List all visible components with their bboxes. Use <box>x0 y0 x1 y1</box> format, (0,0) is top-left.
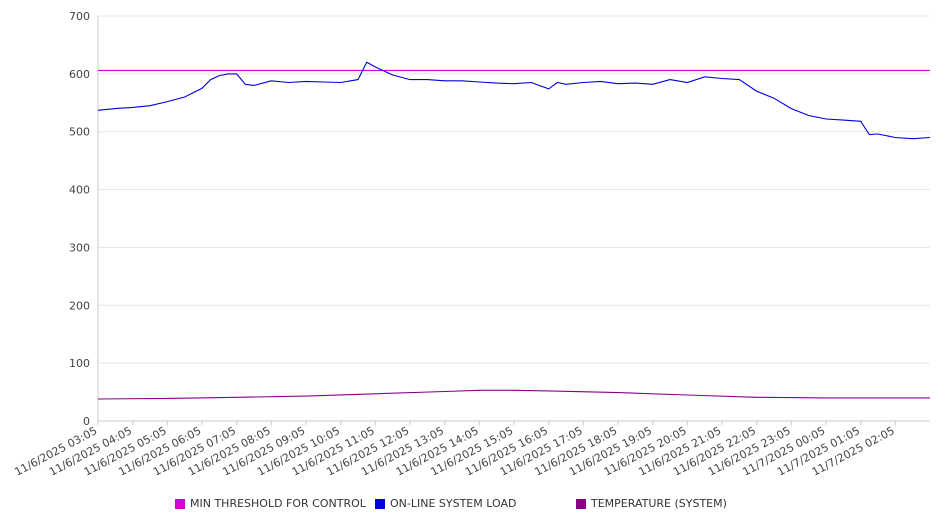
legend: MIN THRESHOLD FOR CONTROL ON-LINE SYSTEM … <box>0 497 946 515</box>
y-tick-label: 600 <box>69 68 90 81</box>
y-tick-label: 200 <box>69 299 90 312</box>
legend-label: TEMPERATURE (SYSTEM) <box>591 497 727 510</box>
axes <box>97 16 930 422</box>
legend-swatch <box>175 498 185 509</box>
series-line-on-line-system-load <box>97 61 931 140</box>
legend-item: TEMPERATURE (SYSTEM) <box>576 497 727 510</box>
legend-swatch <box>576 498 586 509</box>
y-tick-label: 500 <box>69 126 90 139</box>
legend-swatch <box>375 498 385 509</box>
series-lines <box>97 61 931 400</box>
y-tick-label: 0 <box>83 415 90 428</box>
legend-label: MIN THRESHOLD FOR CONTROL <box>190 497 366 510</box>
legend-item: MIN THRESHOLD FOR CONTROL <box>175 497 366 510</box>
y-tick-label: 700 <box>69 10 90 23</box>
gridlines <box>98 15 930 422</box>
legend-label: ON-LINE SYSTEM LOAD <box>390 497 517 510</box>
y-tick-labels: 0 100 200 300 400 500 600 700 <box>69 10 90 428</box>
legend-item: ON-LINE SYSTEM LOAD <box>375 497 516 510</box>
y-tick-label: 100 <box>69 357 90 370</box>
series-line-temperature-system <box>97 389 930 400</box>
y-tick-label: 400 <box>69 184 90 197</box>
y-tick-label: 300 <box>69 241 90 254</box>
